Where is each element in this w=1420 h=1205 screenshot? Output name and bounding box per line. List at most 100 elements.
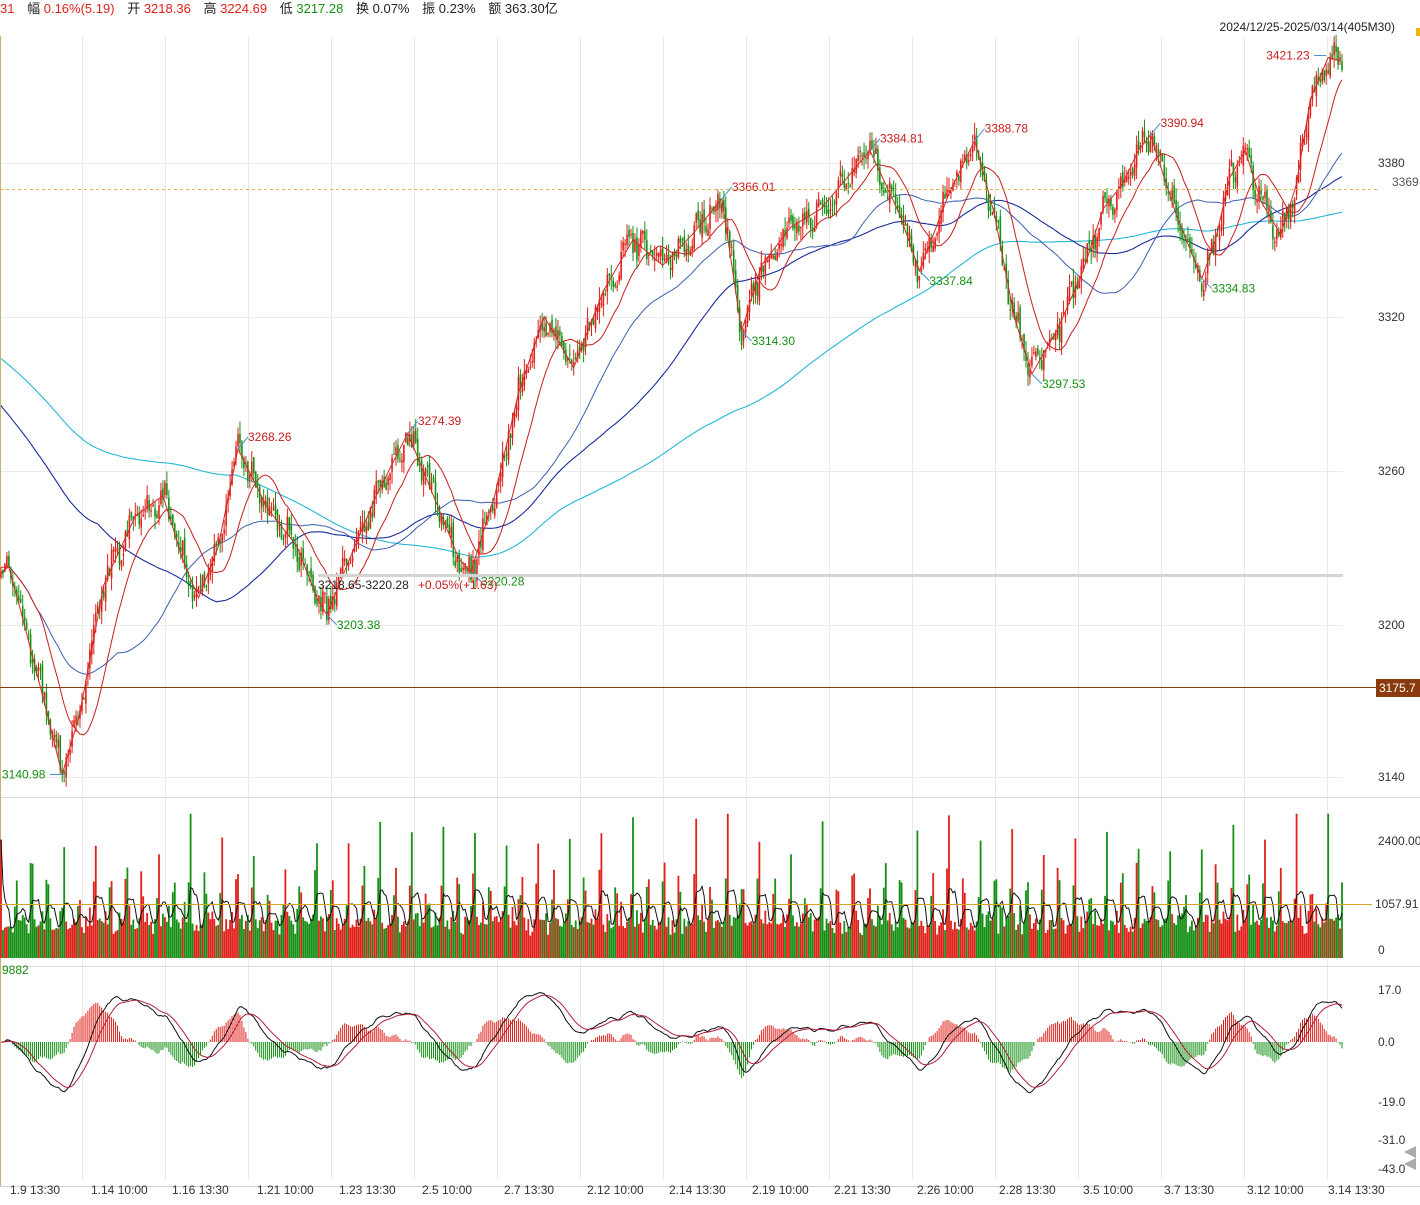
- pivot-label: 3388.78: [985, 122, 1029, 136]
- candle-body: [351, 556, 354, 563]
- volume-bar: [790, 854, 792, 958]
- candle: [454, 551, 457, 569]
- candle-body: [472, 559, 474, 577]
- candle-body: [1042, 349, 1045, 370]
- volume-bar: [651, 919, 654, 958]
- candle: [1289, 202, 1292, 229]
- candle-body: [653, 258, 656, 261]
- candle-body: [553, 329, 555, 336]
- volume-bar: [1106, 831, 1108, 958]
- candle-body: [717, 194, 719, 210]
- candle-body: [120, 560, 123, 567]
- candle-body: [235, 446, 237, 460]
- candle: [375, 470, 378, 505]
- candle-body: [1046, 342, 1049, 346]
- candle-body: [448, 524, 451, 534]
- candle-body: [1127, 176, 1130, 179]
- volume-bar: [1038, 919, 1041, 958]
- candle: [179, 536, 182, 560]
- candle: [193, 591, 196, 601]
- volume-bar: [193, 930, 196, 958]
- candle-body: [1216, 235, 1219, 237]
- volume-bar: [501, 911, 504, 958]
- candle-body: [963, 154, 966, 162]
- candle-body: [484, 521, 486, 523]
- candle: [659, 245, 662, 264]
- candle: [1195, 252, 1197, 270]
- volume-bar: [1196, 917, 1199, 958]
- candle: [357, 530, 360, 549]
- candle-body: [886, 196, 889, 200]
- macd-dif-line: [0, 991, 1343, 1094]
- volume-bar: [239, 918, 241, 958]
- volume-bar: [1100, 918, 1102, 958]
- volume-bar: [991, 918, 994, 958]
- candle-body: [995, 215, 998, 224]
- amount-label: 额: [488, 1, 502, 16]
- volume-bar: [912, 922, 915, 958]
- macd-tick-label: -43.0: [1378, 1162, 1406, 1176]
- candle: [450, 514, 453, 548]
- candle: [102, 585, 105, 601]
- candle-body: [262, 500, 265, 506]
- volume-bar: [1092, 924, 1095, 958]
- candle: [343, 550, 346, 567]
- candle-body: [170, 515, 172, 519]
- volume-bar: [944, 930, 946, 958]
- candle: [412, 426, 415, 451]
- volume-bar: [744, 922, 747, 958]
- candle-body: [821, 200, 824, 208]
- candle-body: [276, 510, 279, 531]
- candle-body: [946, 189, 948, 198]
- candle-body: [191, 585, 194, 602]
- volume-bar: [555, 918, 557, 958]
- candle-body: [659, 249, 662, 257]
- candle-body: [249, 474, 251, 480]
- time-axis-label: 2.12 10:00: [587, 1183, 644, 1197]
- candle-body: [1214, 235, 1217, 256]
- candle-body: [1062, 312, 1065, 315]
- candle: [788, 207, 790, 229]
- volume-bar: [819, 888, 822, 958]
- candle: [776, 248, 778, 262]
- volume-bar: [705, 931, 707, 958]
- candle-body: [436, 503, 439, 505]
- candle: [1112, 204, 1114, 220]
- volume-bar: [124, 878, 127, 958]
- candle: [407, 432, 409, 446]
- pivot-arrow: [1031, 373, 1043, 385]
- candle-body: [614, 284, 617, 287]
- volume-bar: [150, 921, 152, 958]
- candle-body: [422, 471, 425, 485]
- volume-bar: [456, 877, 459, 958]
- candle-body: [665, 254, 668, 261]
- volume-bar: [774, 878, 777, 958]
- candle-body: [426, 465, 429, 468]
- candle: [1293, 197, 1296, 224]
- candle: [235, 440, 237, 466]
- candle-body: [975, 136, 978, 149]
- candle: [387, 474, 389, 495]
- volume-bar: [560, 926, 563, 958]
- volume-bar: [1001, 907, 1004, 958]
- candle: [960, 158, 962, 189]
- candle-body: [1195, 263, 1197, 268]
- candle: [162, 480, 164, 508]
- candle-body: [1210, 239, 1213, 254]
- volume-bar: [746, 925, 749, 958]
- candle: [55, 730, 58, 751]
- candle: [282, 534, 285, 546]
- candle-body: [252, 457, 255, 474]
- volume-bar: [545, 913, 547, 958]
- candle-body: [31, 659, 34, 663]
- volume-bar: [841, 933, 844, 958]
- candle-body: [1151, 132, 1154, 143]
- candle-body: [432, 477, 435, 482]
- volume-bar: [1019, 905, 1021, 958]
- candle-body: [363, 522, 366, 532]
- candle-body: [1169, 193, 1171, 195]
- volume-bar: [436, 925, 439, 958]
- volume-bar: [88, 907, 91, 958]
- candle-body: [930, 242, 933, 248]
